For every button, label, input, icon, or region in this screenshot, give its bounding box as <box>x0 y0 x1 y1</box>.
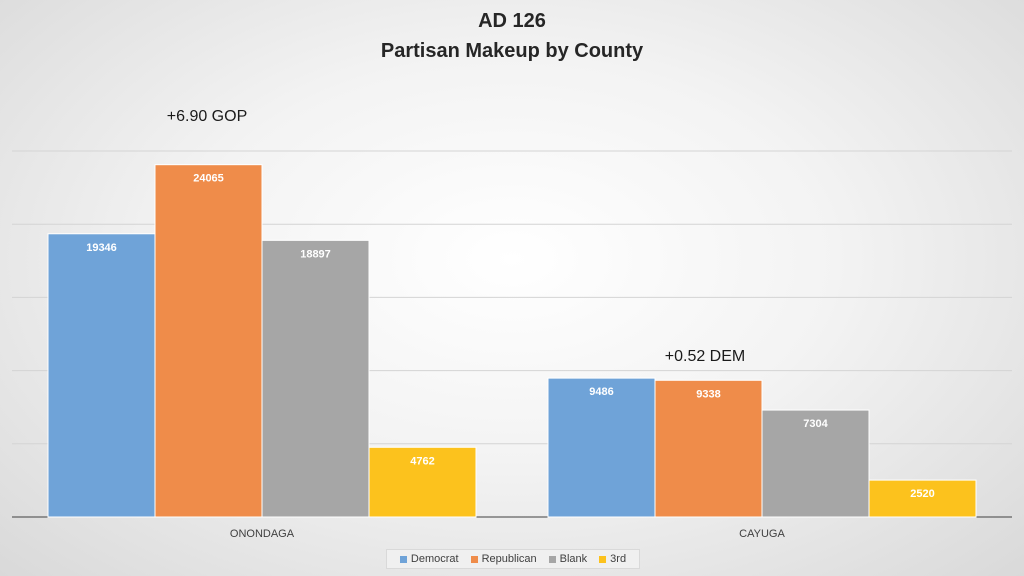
data-label: 4762 <box>410 455 434 467</box>
data-label: 2520 <box>910 488 934 500</box>
legend-swatch <box>470 555 478 563</box>
bar-democrat-onondaga <box>47 233 156 518</box>
bar-democrat-cayuga <box>547 377 656 518</box>
legend-label: Democrat <box>410 553 459 565</box>
data-label: 7304 <box>803 418 828 430</box>
chart-subtitle: Partisan Makeup by County <box>380 40 644 62</box>
category-label: ONONDAGA <box>230 528 295 540</box>
bar-republican-cayuga <box>654 379 763 518</box>
legend-item-democrat: Democrat <box>399 553 459 565</box>
legend-label: Blank <box>559 553 588 565</box>
chart-title: AD 126 <box>478 10 546 32</box>
legend-swatch <box>548 555 556 563</box>
category-label: CAYUGA <box>739 528 785 540</box>
annotation-label: +6.90 GOP <box>167 108 248 125</box>
annotation-label: +0.52 DEM <box>665 348 745 365</box>
data-label: 9338 <box>696 388 720 400</box>
legend-swatch <box>399 555 407 563</box>
legend-item-republican: Republican <box>470 553 537 565</box>
bar-blank-cayuga <box>761 409 870 518</box>
legend-label: Republican <box>481 553 537 565</box>
bar-3rd-onondaga <box>368 446 477 518</box>
data-label: 24065 <box>193 173 224 185</box>
legend-item-3rd: 3rd <box>599 553 626 565</box>
legend: Democrat Republican Blank 3rd <box>386 549 640 569</box>
bar-3rd-cayuga <box>868 479 977 518</box>
legend-swatch <box>599 555 607 563</box>
bar-blank-onondaga <box>261 239 370 518</box>
legend-label: 3rd <box>610 553 627 565</box>
data-label: 19346 <box>86 242 117 254</box>
legend-item-blank: Blank <box>548 553 588 565</box>
data-label: 18897 <box>300 248 331 260</box>
bar-republican-onondaga <box>154 164 263 518</box>
data-label: 9486 <box>589 386 613 398</box>
